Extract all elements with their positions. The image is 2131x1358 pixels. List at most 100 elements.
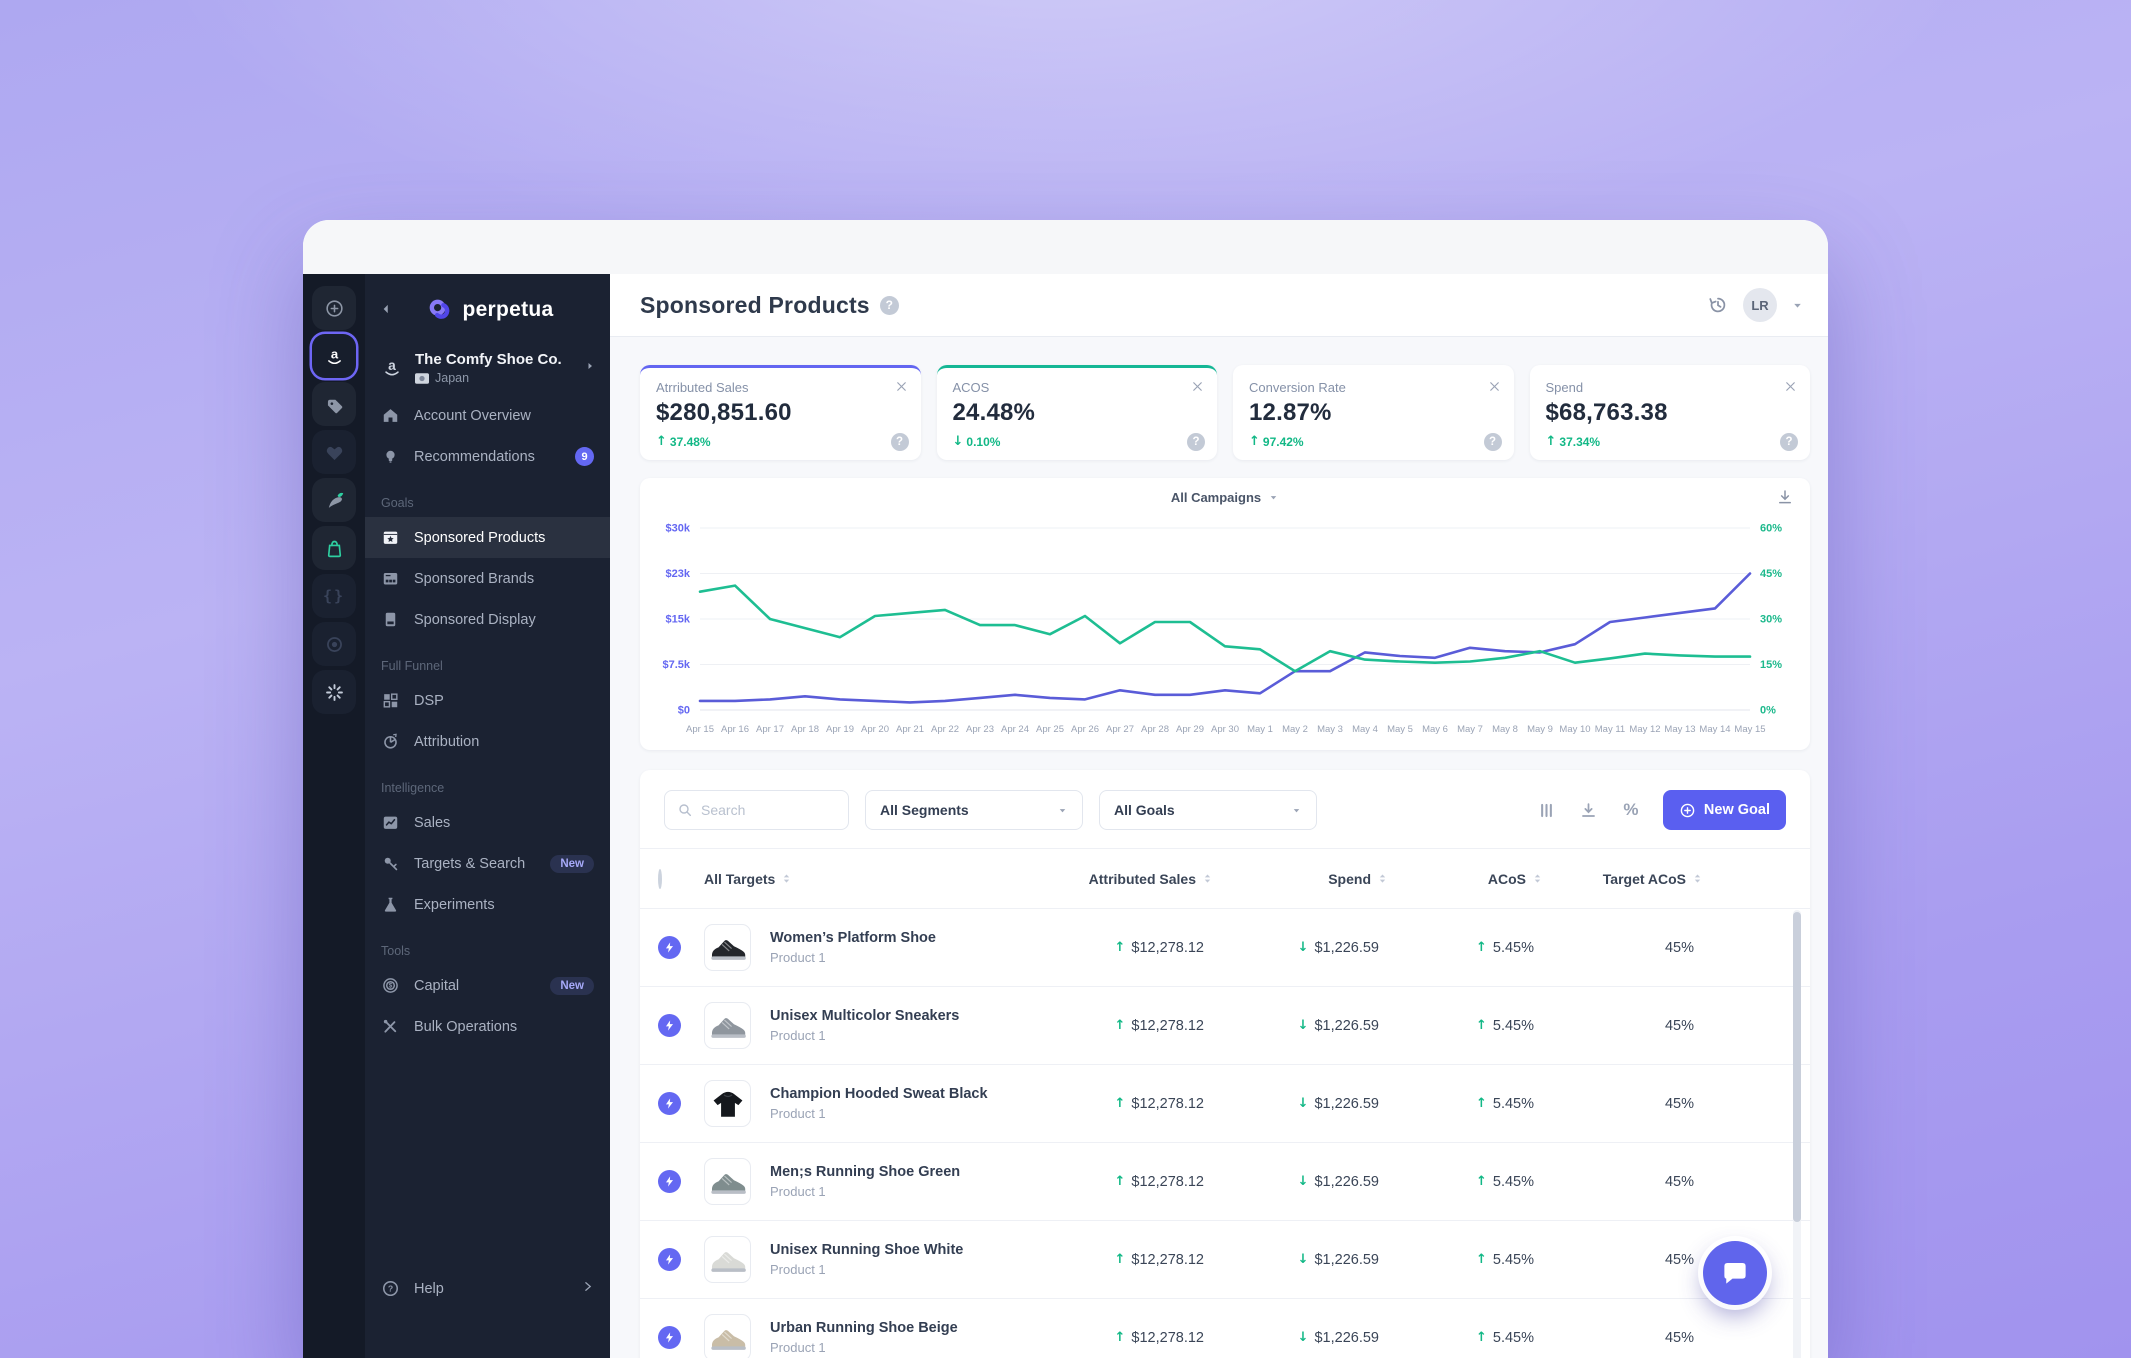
scrollbar-thumb[interactable] [1793,912,1801,1222]
metric-card-spend: Spend $68,763.38 ↑ 37.34%? [1529,365,1810,460]
sort-icon[interactable] [1691,872,1704,885]
history-icon[interactable] [1707,294,1729,316]
rail-item-bag[interactable] [312,526,356,570]
sort-icon[interactable] [1376,872,1389,885]
product-name[interactable]: Unisex Running Shoe White [770,1242,964,1258]
rail-item-target[interactable] [312,622,356,666]
product-name[interactable]: Urban Running Shoe Beige [770,1320,958,1336]
metric-delta: ↑ 97.42% [1249,434,1304,449]
percent-toggle-icon[interactable]: % [1623,800,1639,819]
bolt-icon[interactable] [658,936,681,959]
metric-card-acos: ACOS 24.48% ↓ 0.10%? [936,365,1217,460]
x-axis-tick: May 3 [1317,724,1343,735]
new-goal-button[interactable]: New Goal [1662,790,1786,830]
avatar[interactable]: LR [1743,288,1777,322]
sidebar-item-sponsored-display[interactable]: Sponsored Display [365,599,610,640]
goals-filter-dropdown[interactable]: All Goals [1099,790,1317,830]
table-row[interactable]: Champion Hooded Sweat Black Product 1 ↑ $12… [640,1065,1810,1143]
arrow-up-icon: ↑ [1114,1330,1126,1345]
product-name[interactable]: Champion Hooded Sweat Black [770,1086,988,1102]
x-axis-tick: May 2 [1282,724,1308,735]
chart-download-icon[interactable] [1776,488,1794,506]
export-download-icon[interactable] [1579,800,1599,820]
sidebar-item-recommendations[interactable]: Recommendations 9 [365,436,610,477]
table-row[interactable]: Men;s Running Shoe Green Product 1 ↑ $12,27… [640,1143,1810,1221]
campaign-selector[interactable]: All Campaigns [640,490,1810,505]
sidebar-item-experiments[interactable]: Experiments [365,884,610,925]
close-icon[interactable] [1190,379,1205,394]
table-row[interactable]: Unisex Multicolor Sneakers Product 1 ↑ $12,… [640,987,1810,1065]
performance-chart-card: All Campaigns $30k 60% $23k 45% $15k 30% $7.5k… [640,478,1810,750]
question-circle-icon[interactable]: ? [890,433,909,451]
close-icon[interactable] [1487,379,1502,394]
search-input[interactable] [701,802,836,818]
sort-icon[interactable] [1201,872,1214,885]
account-switcher[interactable]: a The Comfy Shoe Co. Japan [381,351,596,385]
sidebar-item-sponsored-brands[interactable]: Sponsored Brands [365,558,610,599]
rail-item-spark[interactable] [312,670,356,714]
rail-item-tag[interactable] [312,382,356,426]
table-row[interactable]: Urban Running Shoe Beige Product 1 ↑ $12,27… [640,1299,1810,1358]
metric-label: ACOS [952,380,990,395]
segments-filter-dropdown[interactable]: All Segments [865,790,1083,830]
sidebar-item-label: Sales [414,814,451,831]
bolt-icon[interactable] [658,1092,681,1115]
rail-item-plus-circle[interactable] [312,286,356,330]
chat-launcher-button[interactable] [1703,1241,1767,1305]
right-axis-tick: 45% [1760,568,1782,580]
sidebar-item-bulk-operations[interactable]: Bulk Operations [365,1006,610,1047]
column-acos[interactable]: ACoS [1403,871,1558,887]
sidebar-item-help[interactable]: ? Help [365,1268,610,1309]
rail-item-amazon[interactable]: a [312,334,356,378]
sidebar-item-sponsored-products[interactable]: Sponsored Products [365,517,610,558]
sidebar-collapse-icon[interactable] [379,302,395,318]
rail-item-carrot[interactable] [312,478,356,522]
bolt-icon[interactable] [658,1170,681,1193]
table-row[interactable]: Women’s Platform Shoe Product 1 ↑ $12,278.1… [640,909,1810,987]
metric-value: $280,851.60 [656,399,792,426]
target-acos-cell: 45% [1664,939,1694,956]
user-menu-caret-icon[interactable] [1791,299,1804,312]
product-name[interactable]: Women’s Platform Shoe [770,930,936,946]
question-circle-icon[interactable]: ? [1483,433,1502,451]
sidebar-item-targets-search[interactable]: Targets & Search New [365,843,610,884]
sidebar-item-dsp[interactable]: DSP [365,680,610,721]
sidebar-item-capital[interactable]: $ Capital New [365,965,610,1006]
select-all-checkbox[interactable] [658,868,662,889]
column-target-acos[interactable]: Target ACoS [1558,871,1718,887]
columns-icon[interactable] [1537,800,1557,820]
chevron-down-icon [1270,496,1277,500]
x-axis-tick: Apr 25 [1036,724,1064,735]
rail-item-brackets[interactable]: {} [312,574,356,618]
bolt-icon[interactable] [658,1014,681,1037]
table-body: Women’s Platform Shoe Product 1 ↑ $12,278.1… [640,909,1810,1358]
sidebar-item-attribution[interactable]: Attribution [365,721,610,762]
question-circle-icon[interactable]: ? [1187,433,1205,451]
sidebar-item-sales[interactable]: Sales [365,802,610,843]
bolt-icon[interactable] [658,1248,681,1271]
x-axis-tick: Apr 29 [1176,724,1204,735]
product-name[interactable]: Men;s Running Shoe Green [770,1164,961,1180]
table-row[interactable]: Unisex Running Shoe White Product 1 ↑ $12,2… [640,1221,1810,1299]
attributed-sales-cell: ↑ $12,278.12 [1114,1173,1204,1190]
close-icon[interactable] [1783,379,1798,394]
product-name[interactable]: Unisex Multicolor Sneakers [770,1008,960,1024]
question-circle-icon[interactable]: ? [1780,433,1798,451]
table-scrollbar[interactable] [1793,910,1801,1358]
product-image-shoe [710,1017,746,1038]
sort-icon[interactable] [1531,872,1544,885]
page-help-icon[interactable]: ? [879,295,899,315]
close-icon[interactable] [894,379,909,394]
sort-icon[interactable] [780,872,793,885]
product-image-shoe [710,939,746,960]
sidebar-item-account-overview[interactable]: Account Overview [365,395,610,436]
x-axis-tick: May 9 [1527,724,1553,735]
product-image-shoe [710,1251,746,1272]
column-spend[interactable]: Spend [1228,871,1403,887]
x-axis-tick: May 4 [1352,724,1378,735]
arrow-up-icon: ↑ [1545,434,1557,449]
column-attributed-sales[interactable]: Attributed Sales [1078,871,1228,887]
rail-item-heart[interactable] [312,430,356,474]
bolt-icon[interactable] [658,1326,681,1349]
column-all-targets[interactable]: All Targets [704,871,1078,887]
